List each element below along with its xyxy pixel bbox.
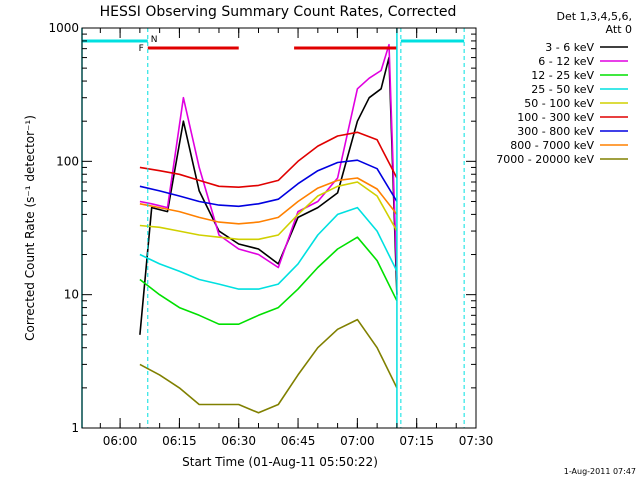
legend-label: 25 - 50 keV	[531, 83, 594, 96]
series-line	[139, 43, 398, 280]
flag-layer: FN	[81, 28, 465, 428]
series-line	[139, 177, 398, 225]
plot-frame	[81, 27, 477, 429]
y-tick-label: 100	[56, 154, 79, 168]
legend-label: 7000 - 20000 keV	[496, 153, 594, 166]
legend-label: 100 - 300 keV	[517, 111, 594, 124]
x-tick-label: 07:30	[459, 434, 494, 448]
y-axis: 1 10 100 1000	[48, 21, 476, 435]
series-line	[139, 206, 398, 290]
series-line	[139, 318, 398, 414]
legend-label: 50 - 100 keV	[524, 97, 594, 110]
series-line	[139, 236, 398, 326]
x-tick-label: 06:30	[221, 434, 256, 448]
series-line	[139, 159, 398, 208]
legend-header-line-1: Det 1,3,4,5,6,	[556, 10, 632, 23]
x-tick-label: 06:15	[162, 434, 197, 448]
legend-header-line-2: Att 0	[606, 23, 632, 36]
y-axis-label: Corrected Count Rate (s⁻¹ detector⁻¹)	[23, 115, 37, 341]
x-axis-label: Start Time (01-Aug-11 05:50:22)	[182, 455, 378, 469]
chart-title: HESSI Observing Summary Count Rates, Cor…	[100, 4, 457, 20]
legend-label: 6 - 12 keV	[538, 55, 594, 68]
x-tick-label: 06:00	[103, 434, 138, 448]
flare-flag-label: F	[139, 44, 144, 54]
legend-label: 800 - 7000 keV	[510, 139, 594, 152]
legend-label: 300 - 800 keV	[517, 125, 594, 138]
legend-label: 3 - 6 keV	[545, 41, 594, 54]
timestamp: 1-Aug-2011 07:47	[564, 467, 636, 476]
night-flag-label: N	[151, 35, 158, 45]
series-line	[139, 131, 398, 188]
x-tick-label: 06:45	[281, 434, 316, 448]
series-line	[139, 56, 398, 335]
x-tick-label: 07:15	[399, 434, 434, 448]
y-tick-label: 1000	[48, 21, 79, 35]
legend-label: 12 - 25 keV	[531, 69, 594, 82]
data-layer	[139, 43, 398, 414]
y-tick-label: 1	[71, 421, 79, 435]
y-tick-label: 10	[64, 288, 79, 302]
x-tick-label: 07:00	[340, 434, 375, 448]
series-line	[139, 181, 398, 241]
x-axis: 06:00 06:15 06:30 06:45 07:00 07:15 07:30	[99, 28, 494, 448]
